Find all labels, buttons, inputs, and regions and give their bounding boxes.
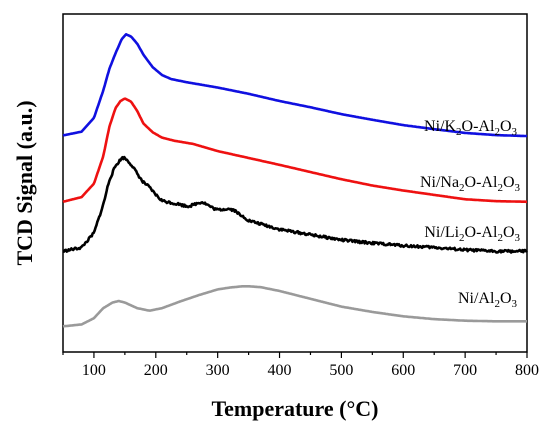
x-tick-label: 200 <box>144 362 168 379</box>
series-line <box>62 97 528 204</box>
x-tick-label: 300 <box>206 362 230 379</box>
x-tick-label: 400 <box>268 362 292 379</box>
x-tick-label: 800 <box>515 362 539 379</box>
series-line <box>62 155 528 254</box>
y-axis-title: TCD Signal (a.u.) <box>12 100 37 265</box>
x-axis-ticks: 100 200 300 400 500 600 700 800 <box>62 352 539 379</box>
series-labels: Ni/K2O-Al2O3 Ni/Na2O-Al2O3 Ni/Li2O-Al2O3 Ni… <box>420 118 521 310</box>
series-line <box>62 285 528 328</box>
x-tick-label: 600 <box>391 362 415 379</box>
series-line <box>62 33 528 138</box>
x-axis-title: Temperature (°C) <box>211 396 378 421</box>
x-tick-label: 500 <box>329 362 353 379</box>
series-label: Ni/Li2O-Al2O3 <box>424 224 520 244</box>
series-label: Ni/Na2O-Al2O3 <box>420 174 521 194</box>
x-tick-label: 700 <box>453 362 477 379</box>
series-curves <box>62 33 528 328</box>
x-tick-label: 100 <box>82 362 106 379</box>
plot-frame <box>62 13 528 353</box>
series-label: Ni/Al2O3 <box>458 290 518 310</box>
series-label: Ni/K2O-Al2O3 <box>424 118 517 138</box>
